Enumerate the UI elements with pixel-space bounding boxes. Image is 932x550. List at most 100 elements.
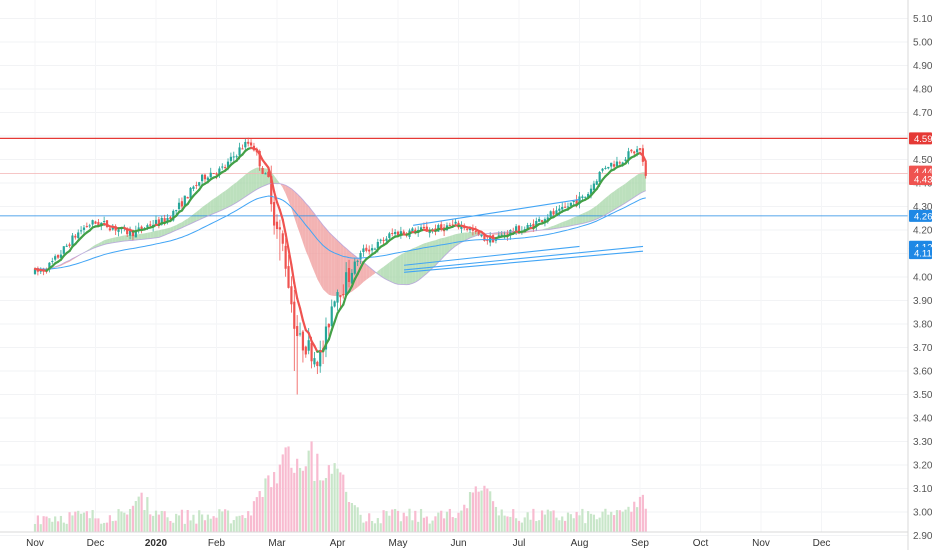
candle-body[interactable] [85,226,88,228]
candle-body[interactable] [342,294,345,296]
candle-body[interactable] [126,228,129,235]
candle-body[interactable] [71,235,74,246]
candle-body[interactable] [394,231,397,235]
candle-body[interactable] [370,248,374,251]
candle-body[interactable] [281,233,284,244]
candle-body[interactable] [149,224,152,226]
candle-body[interactable] [180,201,184,207]
candle-body[interactable] [186,197,189,199]
candle-body[interactable] [399,231,402,236]
candle-body[interactable] [319,349,322,367]
candle-body[interactable] [105,220,109,228]
candle-body[interactable] [218,168,221,174]
candle-body[interactable] [515,226,518,233]
candle-body[interactable] [65,245,68,247]
candle-body[interactable] [581,196,584,198]
candle-body[interactable] [177,202,181,210]
candle-body[interactable] [477,231,480,235]
candle-body[interactable] [88,225,91,227]
candle-body[interactable] [77,232,80,239]
candle-body[interactable] [241,148,244,150]
candle-body[interactable] [134,230,137,238]
trendline[interactable] [413,198,580,226]
candle-body[interactable] [327,323,330,328]
candle-body[interactable] [275,221,279,229]
candle-body[interactable] [273,202,276,226]
candle-body[interactable] [638,148,642,150]
candle-body[interactable] [345,272,348,296]
candle-body[interactable] [62,246,65,254]
candle-body[interactable] [411,228,414,232]
candle-body[interactable] [454,221,457,224]
candle-body[interactable] [169,217,172,220]
candle-body[interactable] [575,199,578,205]
candle-body[interactable] [232,156,235,158]
candle-body[interactable] [172,210,175,221]
candle-body[interactable] [203,174,207,180]
candle-body[interactable] [587,193,590,198]
time-axis[interactable]: Nov Dec 2020 Feb Mar Apr May Jun Jul Aug Sep Oct Nov… [26,538,830,549]
candle-body[interactable] [166,217,169,223]
candle-body[interactable] [330,306,333,327]
candle-body[interactable] [111,227,114,230]
candle-body[interactable] [154,219,158,225]
candle-body[interactable] [51,260,54,262]
candle-body[interactable] [373,248,377,250]
candle-body[interactable] [468,228,472,231]
candle-body[interactable] [486,240,489,242]
candle-body[interactable] [460,225,463,229]
candle-body[interactable] [365,247,368,251]
candle-body[interactable] [402,231,405,234]
candle-body[interactable] [615,161,619,167]
candle-body[interactable] [558,208,561,211]
candle-body[interactable] [578,196,581,204]
candle-body[interactable] [552,211,555,215]
candle-body[interactable] [267,171,270,177]
candle-body[interactable] [526,225,529,229]
candle-body[interactable] [440,224,443,229]
candle-body[interactable] [517,225,521,234]
candle-body[interactable] [235,156,238,158]
candle-body[interactable] [91,220,94,225]
candle-body[interactable] [566,206,570,208]
candle-body[interactable] [229,156,233,161]
candle-body[interactable] [618,162,621,164]
candle-body[interactable] [572,200,575,202]
candle-body[interactable] [612,164,616,167]
candle-body[interactable] [137,227,140,229]
candle-body[interactable] [310,342,313,362]
candle-body[interactable] [160,217,163,225]
candle-body[interactable] [128,230,132,236]
candle-body[interactable] [333,301,336,307]
candle-body[interactable] [82,227,86,230]
candle-body[interactable] [607,166,610,169]
candle-body[interactable] [287,266,290,288]
candle-body[interactable] [532,223,535,229]
candle-body[interactable] [209,172,212,178]
trendlines[interactable] [403,198,644,273]
candle-body[interactable] [39,270,42,272]
candle-body[interactable] [391,233,394,235]
candle-body[interactable] [509,230,512,236]
candle-body[interactable] [448,224,451,226]
candle-body[interactable] [604,167,607,169]
candle-body[interactable] [621,162,624,165]
candle-body[interactable] [451,224,454,226]
candle-body[interactable] [324,326,328,350]
candle-body[interactable] [163,218,166,223]
candle-body[interactable] [117,229,120,232]
candle-body[interactable] [183,195,186,206]
candle-body[interactable] [535,220,538,227]
candle-body[interactable] [189,187,192,199]
candle-body[interactable] [350,272,354,284]
candle-body[interactable] [264,173,267,175]
candle-body[interactable] [362,248,365,252]
candle-body[interactable] [466,228,469,230]
candle-body[interactable] [261,167,264,174]
candle-body[interactable] [347,268,351,283]
candle-body[interactable] [529,224,532,227]
candle-body[interactable] [385,238,388,241]
candle-body[interactable] [215,173,218,175]
candle-body[interactable] [200,174,204,182]
